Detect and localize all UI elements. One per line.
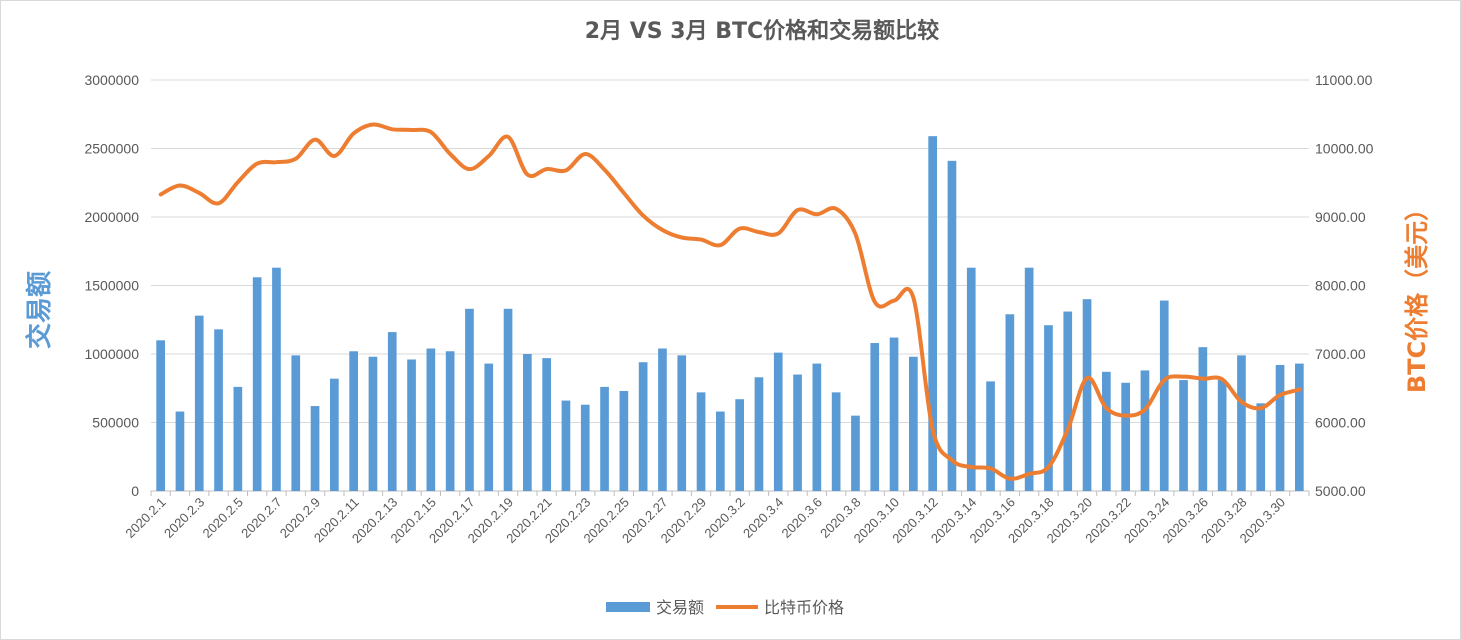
legend-label-volume: 交易额 [656, 598, 704, 617]
bar-2020.3.4 [773, 352, 783, 491]
bar-2020.3.28 [1237, 355, 1246, 491]
bar-2020.3.6 [812, 363, 822, 491]
x-tick-label: 2020.2.7 [238, 495, 284, 541]
bar-2020.2.5 [233, 386, 243, 491]
bar-2020.3.17 [1024, 267, 1034, 491]
bar-2020.3.5 [793, 374, 802, 491]
bar-2020.2.24 [600, 386, 609, 491]
bar-2020.3.25 [1179, 380, 1188, 491]
bar-2020.2.3 [194, 315, 204, 491]
bar-2020.2.2 [175, 411, 185, 491]
y-left-tick-label: 1500000 [84, 278, 139, 294]
y-left-tick-label: 0 [131, 483, 139, 499]
line-series-btc-price [158, 122, 1302, 481]
bar-2020.2.26 [638, 362, 648, 491]
bar-2020.3.20 [1082, 299, 1092, 491]
bar-2020.3.16 [1005, 314, 1015, 491]
y-right-tick-label: 9000.00 [1315, 209, 1366, 225]
bar-2020.2.15 [426, 348, 436, 491]
chart-title: 2月 VS 3月 BTC价格和交易额比较 [585, 18, 939, 44]
bar-2020.2.7 [272, 267, 281, 491]
bar-2020.3.27 [1217, 380, 1227, 491]
bar-2020.3.21 [1102, 371, 1111, 491]
bar-2020.2.9 [310, 406, 320, 491]
bar-series-volume [156, 136, 1304, 492]
bar-2020.2.6 [252, 277, 262, 491]
y-axis-right-ticks: 5000.00 6000.00 7000.00 8000.00 9000.00 10000… [1315, 72, 1374, 499]
bar-2020.2.14 [407, 359, 416, 491]
bar-2020.3.2 [735, 399, 744, 491]
y-axis-left-ticks: 0 500000 1000000 1500000 2000000 2500000 30000… [84, 72, 139, 499]
bar-2020.3.3 [754, 377, 764, 491]
bar-2020.3.18 [1044, 325, 1053, 491]
bar-2020.2.22 [561, 400, 571, 491]
bar-2020.3.15 [986, 381, 995, 491]
bar-2020.2.4 [214, 329, 223, 491]
x-tick-label: 2020.3.6 [779, 495, 825, 541]
x-tick-label: 2020.2.1 [122, 495, 168, 541]
x-tick-label: 2020.3.4 [740, 495, 786, 541]
y-right-tick-label: 5000.00 [1315, 483, 1366, 499]
bar-2020.3.30 [1275, 364, 1285, 491]
bar-2020.3.14 [966, 267, 976, 491]
bar-2020.3.11 [909, 356, 918, 491]
y-left-tick-label: 1000000 [84, 346, 139, 362]
legend-swatch-volume [606, 602, 650, 612]
bar-2020.2.12 [368, 356, 378, 491]
y-axis-right-label: BTC价格（美元） [1403, 197, 1431, 393]
x-tick-label: 2020.3.2 [701, 495, 747, 541]
bar-2020.2.11 [349, 351, 358, 491]
legend-label-price: 比特币价格 [764, 598, 844, 617]
bar-2020.2.8 [291, 355, 301, 491]
x-axis-ticks: 2020.2.12020.2.32020.2.52020.2.72020.2.9… [122, 495, 1288, 547]
bar-2020.3.26 [1198, 347, 1208, 491]
bar-2020.2.16 [445, 351, 455, 491]
x-tick-label: 2020.2.5 [200, 495, 246, 541]
y-left-tick-label: 2500000 [84, 141, 139, 157]
bar-2020.2.17 [465, 308, 474, 491]
y-left-tick-label: 2000000 [84, 209, 139, 225]
bar-2020.2.13 [387, 332, 397, 491]
bar-2020.3.9 [870, 343, 880, 491]
bar-2020.3.8 [851, 415, 860, 491]
bar-2020.2.27 [658, 348, 667, 491]
bar-2020.3.29 [1256, 403, 1266, 491]
y-right-tick-label: 10000.00 [1315, 141, 1374, 157]
bar-2020.3.22 [1121, 382, 1130, 491]
y-left-tick-label: 3000000 [84, 72, 139, 88]
bar-2020.2.25 [619, 390, 629, 491]
bar-2020.3.10 [889, 337, 899, 491]
bar-2020.3.23 [1140, 370, 1150, 491]
bar-2020.2.21 [542, 358, 551, 491]
bar-2020.2.18 [484, 363, 494, 491]
bar-2020.2.23 [580, 404, 590, 491]
bar-2020.2.19 [503, 308, 513, 491]
gridlines [150, 79, 1310, 496]
bar-2020.2.10 [330, 378, 339, 491]
y-right-tick-label: 7000.00 [1315, 346, 1366, 362]
bar-2020.3.24 [1159, 300, 1169, 491]
bar-2020.2.20 [523, 354, 532, 491]
bar-2020.3.1 [716, 411, 725, 491]
bar-2020.2.28 [677, 355, 687, 491]
bar-2020.3.31 [1295, 363, 1304, 491]
y-axis-left-label: 交易额 [24, 271, 55, 349]
bar-2020.3.13 [947, 160, 957, 491]
y-right-tick-label: 11000.00 [1315, 72, 1373, 88]
bar-2020.2.1 [156, 340, 165, 491]
x-tick-label: 2020.2.3 [161, 495, 207, 541]
legend: 交易额 比特币价格 [606, 598, 844, 617]
bar-2020.2.29 [696, 392, 706, 491]
y-right-tick-label: 8000.00 [1315, 278, 1366, 294]
y-right-tick-label: 6000.00 [1315, 415, 1366, 431]
bar-2020.3.19 [1063, 311, 1073, 491]
bar-2020.3.7 [831, 392, 841, 491]
bar-2020.3.12 [928, 136, 937, 492]
y-left-tick-label: 500000 [92, 415, 139, 431]
